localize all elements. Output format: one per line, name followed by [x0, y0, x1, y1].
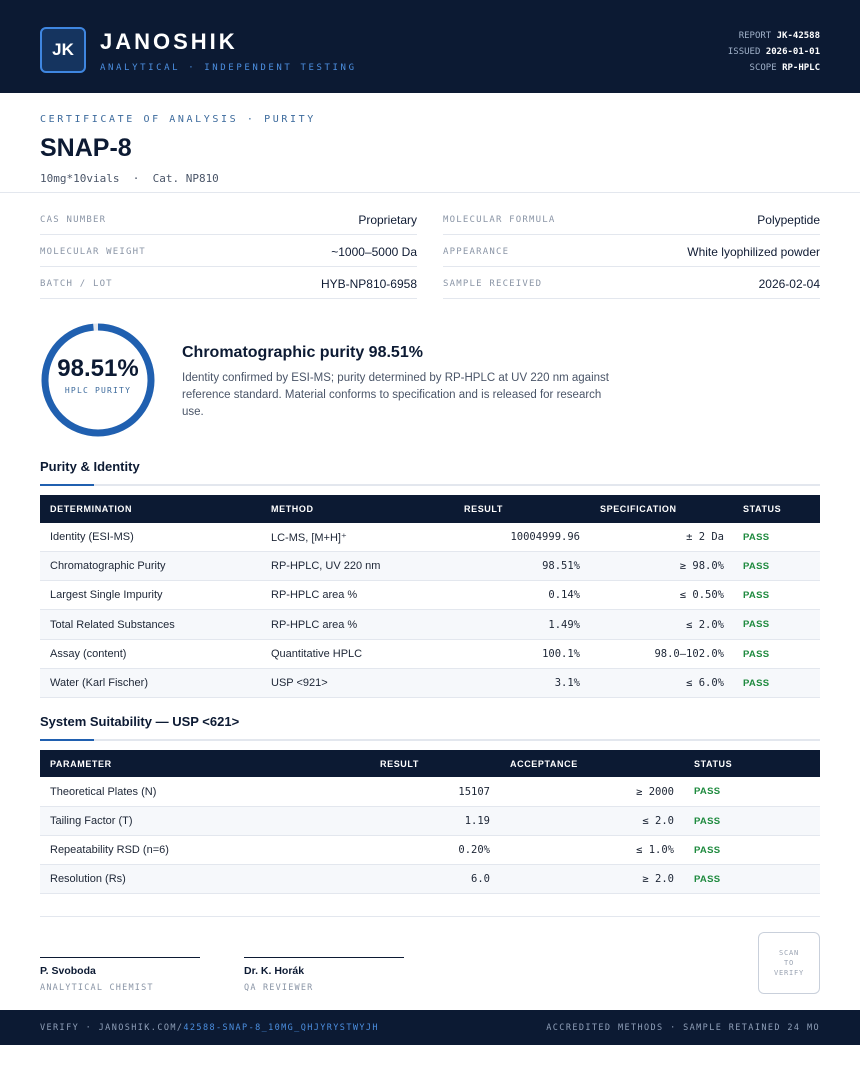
signature-role: QA REVIEWER — [244, 983, 314, 993]
status-badge: PASS — [694, 786, 721, 797]
col-header: STATUS — [694, 758, 733, 769]
purity-value: 98.51% — [57, 355, 139, 382]
info-cas-number: CAS NUMBER Proprietary — [40, 203, 417, 235]
section-rule — [40, 484, 820, 486]
table-row: Largest Single Impurity RP-HPLC area % 0… — [40, 581, 820, 610]
signature-line — [244, 957, 404, 958]
status-badge: PASS — [743, 648, 770, 660]
table-header-suitability: PARAMETER RESULT ACCEPTANCE STATUS — [40, 750, 820, 777]
info-molecular-formula: MOLECULAR FORMULA Polypeptide — [443, 203, 820, 235]
info-appearance: APPEARANCE White lyophilized powder — [443, 235, 820, 267]
col-header: RESULT — [464, 504, 503, 514]
status-badge: PASS — [743, 619, 770, 630]
status-badge: PASS — [694, 873, 721, 885]
product-subtitle: 10mg*10vials · Cat. NP810 — [40, 172, 219, 185]
info-sample-received: SAMPLE RECEIVED 2026-02-04 — [443, 267, 820, 299]
brand-name: JANOSHIK — [100, 29, 238, 54]
info-molecular-weight: MOLECULAR WEIGHT ~1000–5000 Da — [40, 235, 417, 267]
table-row: Resolution (Rs) 6.0 ≥ 2.0 PASS — [40, 865, 820, 894]
col-header: DETERMINATION — [50, 504, 133, 514]
table-row: Assay (content) Quantitative HPLC 100.1%… — [40, 640, 820, 669]
table-header-purity: DETERMINATION METHOD RESULT SPECIFICATIO… — [40, 495, 820, 523]
signature-role: ANALYTICAL CHEMIST — [40, 983, 154, 993]
report-header: JK JANOSHIK ANALYTICAL · INDEPENDENT TES… — [0, 0, 860, 93]
col-header: SPECIFICATION — [600, 504, 677, 514]
table-row: Tailing Factor (T) 1.19 ≤ 2.0 PASS — [40, 807, 820, 836]
status-badge: PASS — [743, 531, 770, 543]
section-rule — [40, 739, 820, 741]
signature-line — [40, 957, 200, 958]
status-badge: PASS — [743, 560, 770, 572]
col-header: METHOD — [271, 504, 314, 514]
qr-code-placeholder[interactable]: SCAN TO VERIFY — [758, 932, 820, 994]
verify-text: VERIFY · JANOSHIK.COM/42588-SNAP-8_10MG_… — [40, 1023, 379, 1033]
purity-label: HPLC PURITY — [64, 386, 132, 395]
status-badge: PASS — [743, 677, 770, 689]
meta-report: REPORT JK-42588 — [738, 31, 820, 41]
status-badge: PASS — [694, 815, 721, 827]
col-header: RESULT — [380, 758, 419, 769]
product-name: SNAP-8 — [40, 134, 132, 162]
logo: JK — [40, 27, 86, 73]
status-badge: PASS — [743, 589, 770, 601]
report-meta: REPORT JK-42588 ISSUED 2026-01-01 SCOPE … — [728, 28, 820, 76]
status-badge: PASS — [694, 844, 721, 856]
accreditation-note: ACCREDITED METHODS · SAMPLE RETAINED 24 … — [546, 1023, 820, 1033]
purity-summary-title: Chromatographic purity 98.51% — [182, 344, 423, 361]
table-row: Identity (ESI-MS) LC-MS, [M+H]⁺ 10004999… — [40, 523, 820, 552]
table-row: Water (Karl Fischer) USP <921> 3.1% ≤ 6.… — [40, 669, 820, 698]
certificate-label: CERTIFICATE OF ANALYSIS · PURITY — [40, 114, 316, 125]
signature-name: P. Svoboda — [40, 965, 96, 977]
purity-summary-text: Identity confirmed by ESI-MS; purity det… — [182, 372, 609, 418]
table-row: Total Related Substances RP-HPLC area % … — [40, 610, 820, 640]
purity-ring — [41, 323, 155, 437]
col-header: ACCEPTANCE — [510, 758, 578, 769]
signature-name: Dr. K. Horák — [244, 965, 305, 977]
brand-tagline: ANALYTICAL · INDEPENDENT TESTING — [100, 63, 357, 73]
col-header: PARAMETER — [50, 758, 112, 769]
section-title-system-suitability: System Suitability — USP <621> — [40, 714, 240, 729]
title-divider — [0, 192, 860, 193]
footer-bar: VERIFY · JANOSHIK.COM/42588-SNAP-8_10MG_… — [0, 1010, 860, 1045]
table-row: Theoretical Plates (N) 15107 ≥ 2000 PASS — [40, 777, 820, 807]
info-batch-lot: BATCH / LOT HYB-NP810-6958 — [40, 267, 417, 299]
table-row: Repeatability RSD (n=6) 0.20% ≤ 1.0% PAS… — [40, 836, 820, 865]
table-row: Chromatographic Purity RP-HPLC, UV 220 n… — [40, 552, 820, 581]
verify-link[interactable]: 42588-SNAP-8_10MG_QHJYRYSTWYJH — [183, 1023, 379, 1033]
meta-issued: ISSUED 2026-01-01 — [727, 47, 820, 57]
purity-ring-arc — [41, 323, 155, 437]
meta-scope: SCOPE RP-HPLC — [749, 63, 820, 73]
section-title-purity-identity: Purity & Identity — [40, 459, 140, 474]
signature-divider — [40, 916, 820, 917]
col-header: STATUS — [743, 504, 782, 514]
